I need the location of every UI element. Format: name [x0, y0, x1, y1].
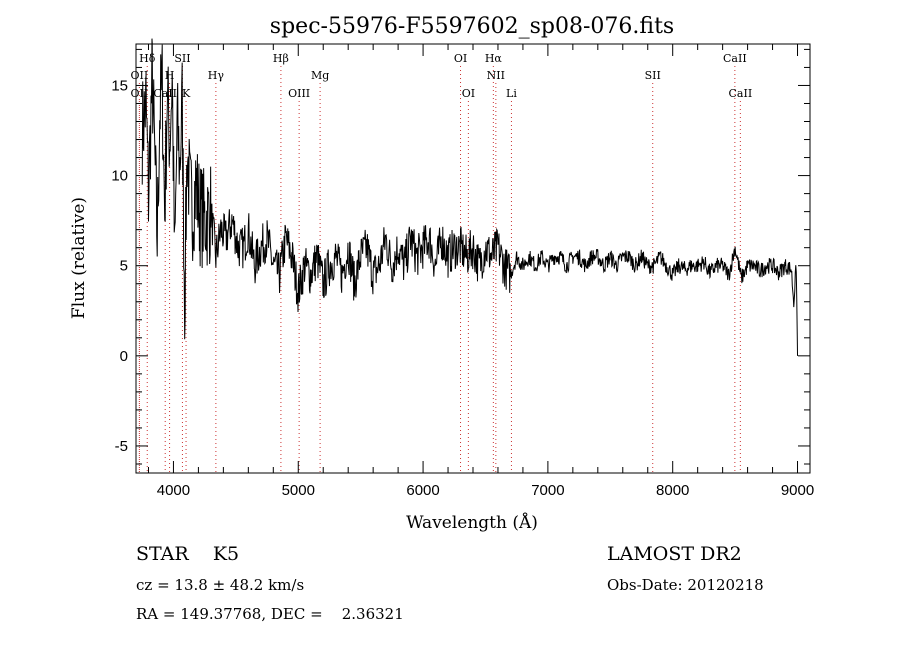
spectral-line-label: OIII [288, 87, 310, 100]
x-tick-label: 9000 [781, 482, 814, 499]
chart-title: spec-55976-F5597602_sp08-076.fits [270, 14, 674, 39]
ra-dec-text: RA = 149.37768, DEC = 2.36321 [136, 605, 404, 623]
x-axis-label: Wavelength (Å) [406, 512, 538, 533]
spectral-line-label: CaII [729, 87, 753, 100]
y-tick-label: 5 [120, 258, 128, 275]
y-tick-label: 15 [111, 77, 128, 94]
spectral-line-label: CaII [723, 52, 747, 65]
object-class-text: STAR K5 [136, 543, 239, 565]
y-tick-label: 10 [111, 168, 128, 185]
spectral-line-label: Hα [485, 52, 503, 65]
x-tick-label: 8000 [656, 482, 689, 499]
spectral-line-label: SII [645, 69, 661, 82]
y-axis-label: Flux (relative) [69, 197, 89, 319]
survey-text: LAMOST DR2 [607, 543, 742, 565]
spectral-line-label: Hδ [139, 52, 156, 65]
spectral-line-label: Li [506, 87, 517, 100]
spectrum-line [141, 38, 799, 356]
spectral-line-label: OI [462, 87, 475, 100]
spectral-line-label: Mg [311, 69, 329, 82]
spectral-line-label: H [165, 69, 175, 82]
redshift-text: cz = 13.8 ± 48.2 km/s [136, 576, 304, 594]
x-tick-label: 4000 [157, 482, 190, 499]
spectral-line-label: Hβ [273, 52, 289, 65]
obs-date-text: Obs-Date: 20120218 [607, 576, 764, 594]
x-tick-label: 7000 [531, 482, 564, 499]
spectral-line-label: OI [454, 52, 467, 65]
spectral-line-label: CaII [153, 87, 177, 100]
axis-ticks: 4000 5000 6000 7000 8000 9000 -5 0 5 10 15 [111, 44, 814, 499]
spectral-line-label: NII [487, 69, 505, 82]
spectral-line-label: SII [174, 52, 190, 65]
spectral-line-label: OII [131, 69, 149, 82]
y-tick-label: -5 [115, 438, 128, 455]
x-tick-label: 6000 [406, 482, 439, 499]
spectral-line-label: Hγ [208, 69, 225, 82]
x-tick-label: 5000 [282, 482, 315, 499]
y-tick-label: 0 [120, 348, 128, 365]
spectral-line-label: K [182, 87, 191, 100]
